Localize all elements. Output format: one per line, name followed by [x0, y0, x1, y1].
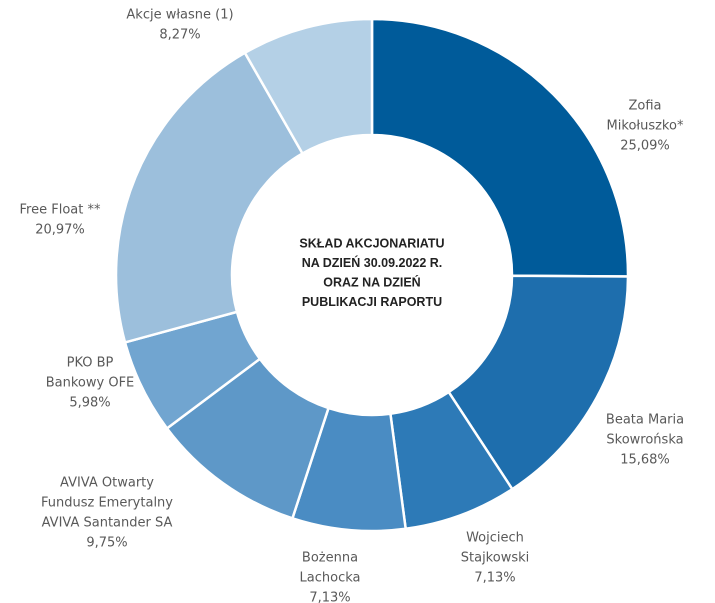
chart-title: NA DZIEŃ 30.09.2022 R. [302, 255, 443, 270]
slice-label: Beata Maria [606, 413, 684, 428]
slice-label: Wojciech [466, 531, 524, 546]
slice-label: Bożenna [302, 551, 358, 566]
chart-title: ORAZ NA DZIEŃ [323, 274, 420, 289]
value-label: 8,27% [159, 28, 200, 43]
value-label: 7,13% [309, 591, 350, 603]
value-label: 25,09% [620, 139, 670, 154]
slice-label: Free Float ** [20, 203, 101, 218]
value-label: 5,98% [69, 396, 110, 411]
chart-title: PUBLIKACJI RAPORTU [302, 295, 442, 309]
slice-label: AVIVA Santander SA [42, 516, 173, 531]
donut-slice [243, 17, 374, 156]
slice-label: Zofia [628, 99, 661, 114]
slice-label: Lachocka [300, 571, 361, 586]
slice-label: Bankowy OFE [46, 376, 135, 391]
slice-label: Akcje własne (1) [126, 8, 233, 23]
value-label: 15,68% [620, 453, 670, 468]
donut-slice [114, 51, 305, 344]
donut-slice [370, 17, 630, 278]
slice-label: PKO BP [67, 356, 114, 371]
slice-label: Mikołuszko* [607, 119, 684, 134]
value-label: 20,97% [35, 223, 85, 238]
slice-label: Stajkowski [461, 551, 530, 566]
value-label: 9,75% [86, 536, 127, 551]
chart-title: SKŁAD AKCJONARIATU [299, 236, 444, 250]
slice-label: AVIVA Otwarty [60, 476, 154, 491]
donut-slice [446, 274, 630, 491]
value-label: 7,13% [474, 571, 515, 586]
slice-label: Fundusz Emerytalny [41, 496, 173, 511]
slice-label: Skowrońska [606, 433, 683, 448]
